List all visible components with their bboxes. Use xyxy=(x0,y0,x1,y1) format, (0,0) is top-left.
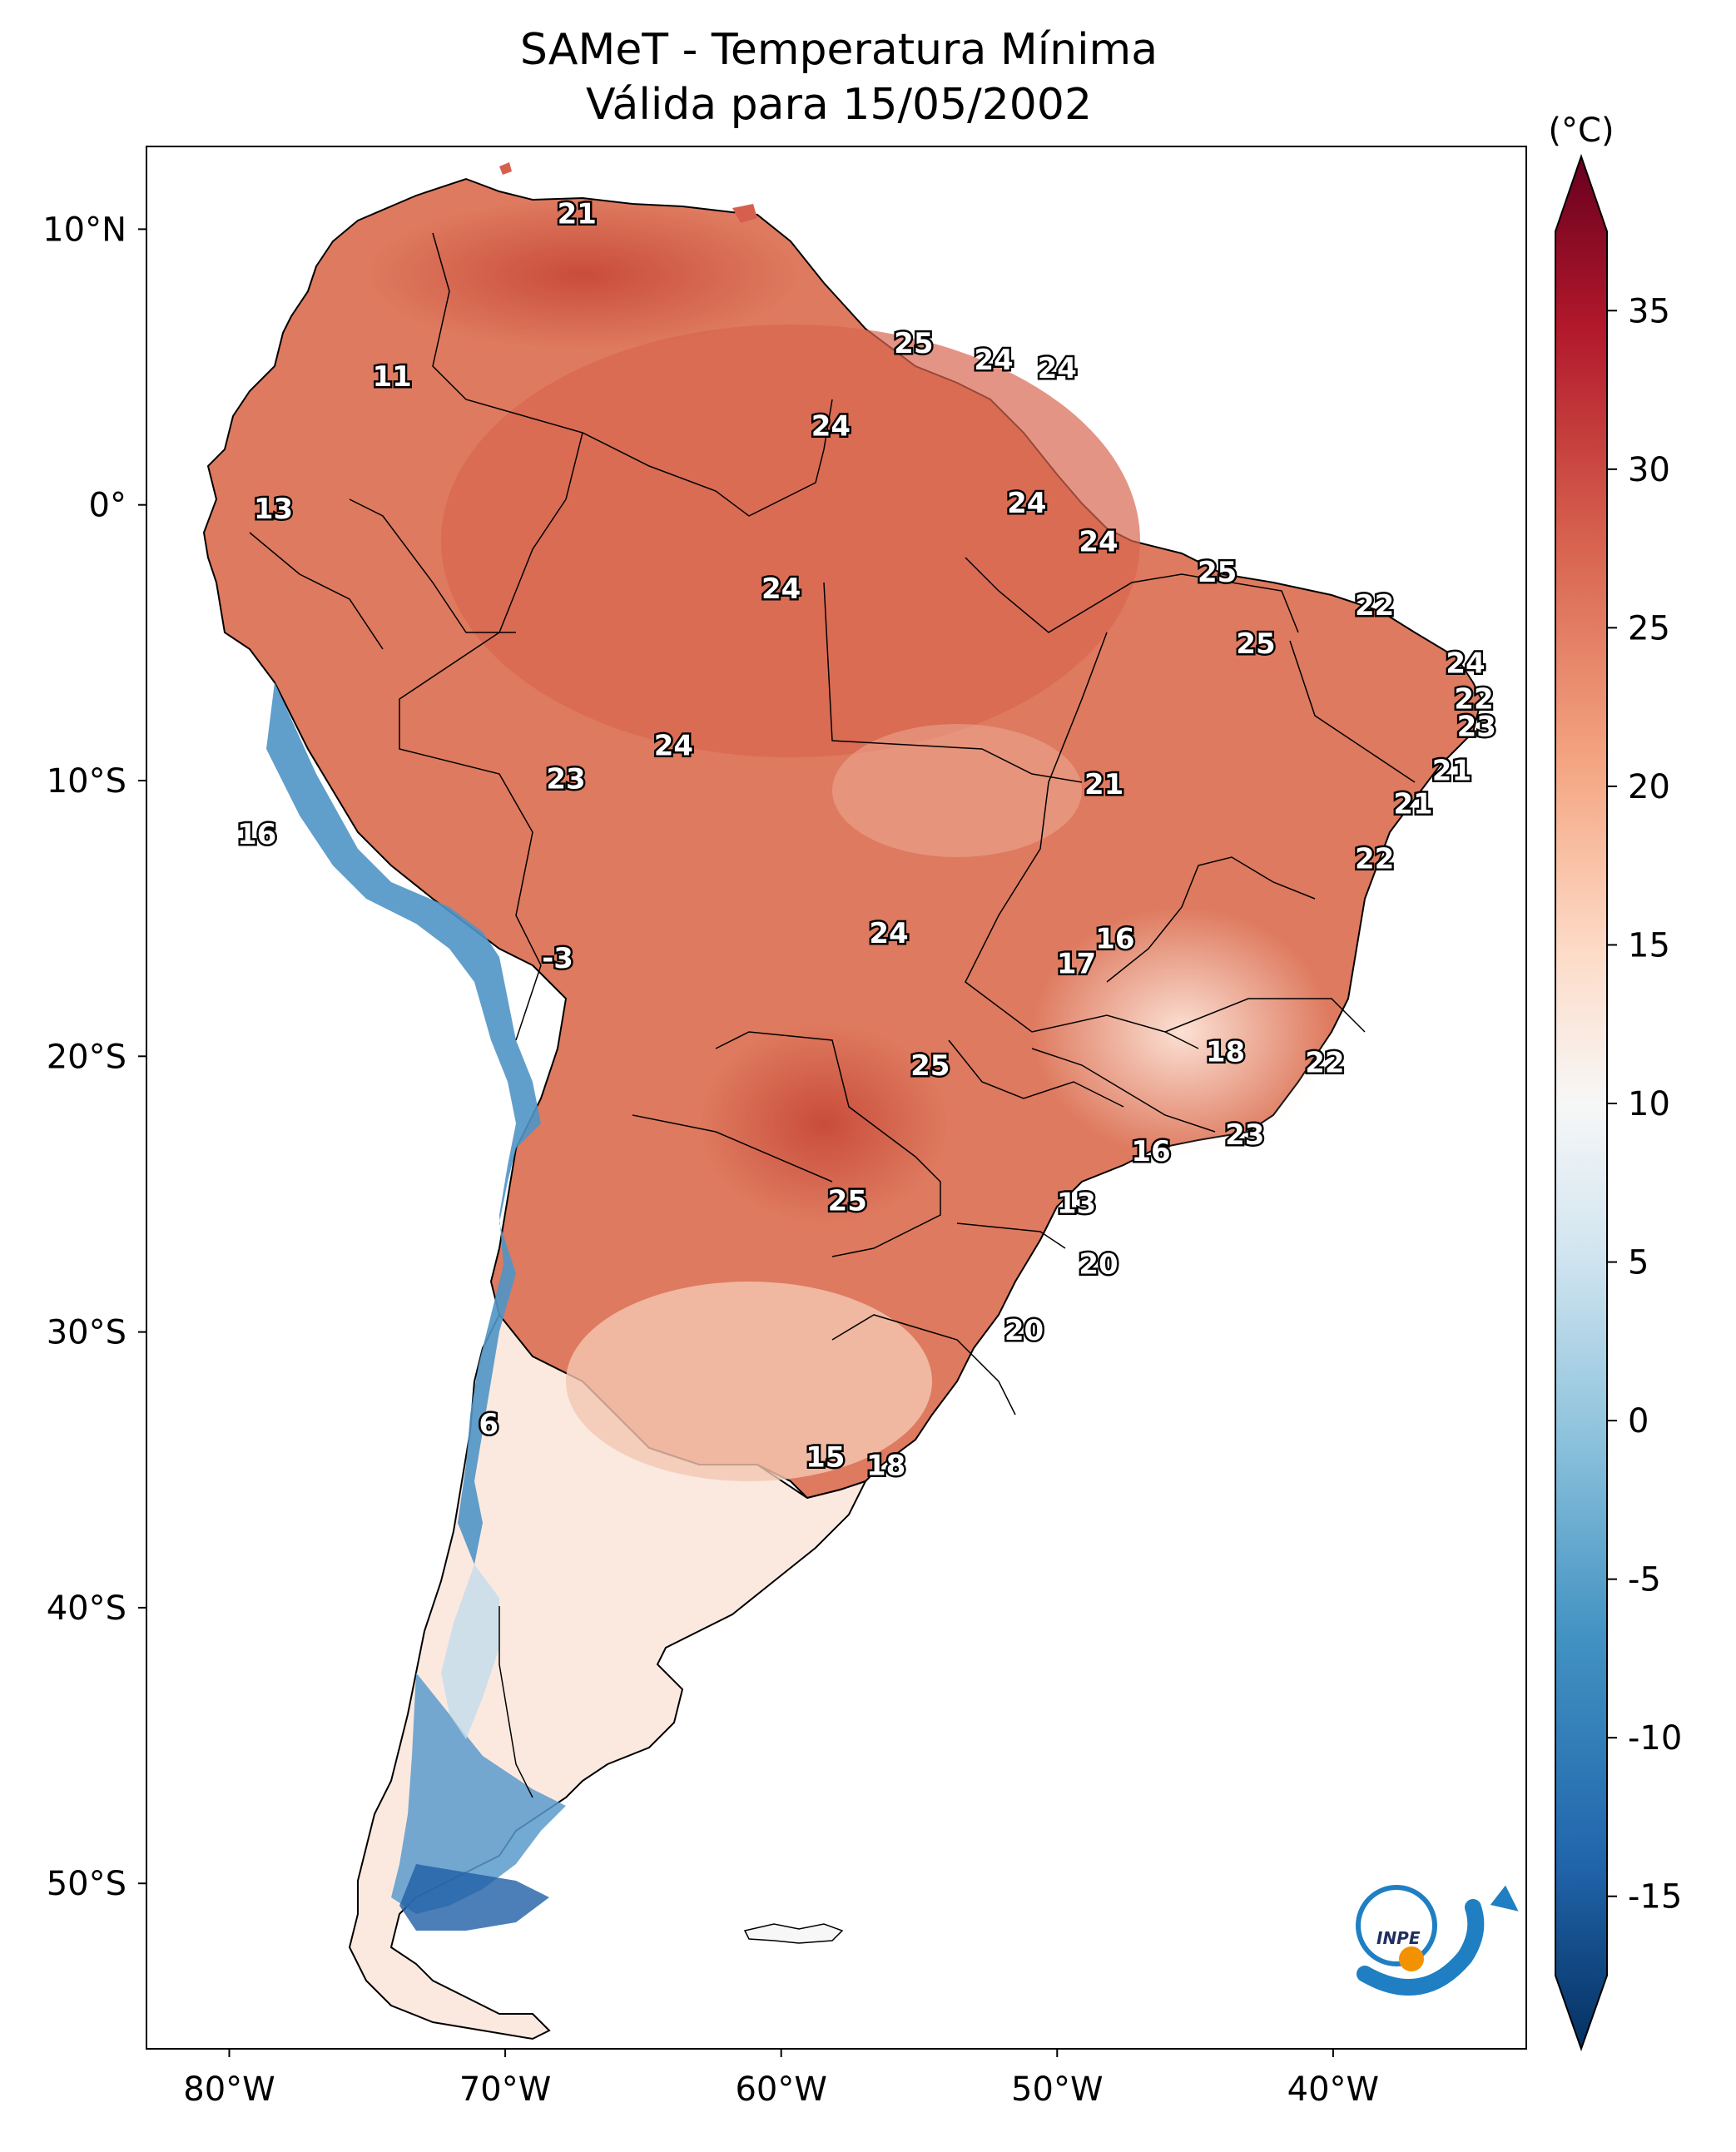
country-borders xyxy=(249,232,1416,1798)
colorbar-tick-label: 20 xyxy=(1628,768,1670,806)
city-temperature-label: 25 xyxy=(910,1049,950,1083)
lat-tick-label: 20°S xyxy=(47,1038,126,1076)
lat-tick-label: 10°S xyxy=(47,762,126,801)
city-temperature-label: 20 xyxy=(1079,1248,1118,1282)
city-temperature-label: 22 xyxy=(1454,682,1493,716)
city-temperature-label: 18 xyxy=(1206,1035,1245,1069)
city-temperature-label: 17 xyxy=(1057,947,1096,980)
latitude-axis: 10°N 0° 10°S 20°S 30°S 40°S 50°S xyxy=(42,211,146,1903)
city-temperature-label: 25 xyxy=(1236,627,1275,661)
city-temperature-label: 23 xyxy=(546,763,585,796)
city-temperature-label: 16 xyxy=(237,818,276,851)
mild-center xyxy=(832,724,1082,857)
cold-patagonia xyxy=(391,1673,566,1914)
colorbar-tick-label: -10 xyxy=(1628,1719,1682,1758)
city-temperature-label: 22 xyxy=(1355,589,1394,622)
map-frame xyxy=(146,146,1527,2050)
colorbar-tick-label: 15 xyxy=(1628,926,1670,964)
city-temperature-label: 11 xyxy=(372,360,411,394)
colorbar-tick-label: 25 xyxy=(1628,609,1670,647)
city-temperature-label: -3 xyxy=(542,942,573,975)
city-temperature-label: 24 xyxy=(974,344,1013,377)
warm-amazon xyxy=(441,325,1140,757)
city-temperature-label: 24 xyxy=(1007,487,1046,520)
city-temperature-label: 24 xyxy=(1038,352,1077,385)
colorbar-ticks: 35 30 25 20 15 10 5 0 -5 -10 -15 xyxy=(1607,292,1682,1916)
lat-tick-label: 0° xyxy=(89,487,126,525)
city-temperature-label: 24 xyxy=(811,409,851,443)
lat-tick-label: 40°S xyxy=(47,1589,126,1628)
city-temperature-label: 21 xyxy=(558,197,597,231)
city-temperature-label: 22 xyxy=(1305,1047,1344,1080)
cold-andes xyxy=(266,682,541,1564)
lon-tick-label: 40°W xyxy=(1287,2070,1379,2109)
city-temperature-label: 25 xyxy=(894,327,933,360)
colorbar-unit: (°C) xyxy=(1548,112,1614,150)
city-temperature-label: 24 xyxy=(869,917,908,950)
colorbar-tick-label: -5 xyxy=(1628,1561,1661,1599)
falkland-islands xyxy=(743,1923,844,1944)
mild-pampas xyxy=(566,1282,932,1481)
colorbar: 35 30 25 20 15 10 5 0 -5 -10 -15 (°C) xyxy=(1548,112,1682,2052)
chart-title: SAMeT - Temperatura Mínima xyxy=(519,25,1158,75)
city-temperature-label: 24 xyxy=(761,573,801,606)
colorbar-tick-label: -15 xyxy=(1628,1878,1682,1916)
lat-tick-label: 30°S xyxy=(47,1314,126,1352)
city-temperature-label: 20 xyxy=(1004,1314,1044,1347)
colorbar-tick-label: 10 xyxy=(1628,1085,1670,1123)
city-temperature-label: 21 xyxy=(1432,755,1471,788)
logo-dot xyxy=(1399,1946,1424,1971)
cool-southern-andes xyxy=(441,1564,499,1739)
longitude-axis: 80°W 70°W 60°W 50°W 40°W xyxy=(183,2049,1379,2109)
city-temperature-label: 22 xyxy=(1355,843,1394,876)
inpe-logo: INPE xyxy=(1356,1885,1519,1996)
city-temperature-label: 24 xyxy=(1446,647,1485,680)
logo-text: INPE xyxy=(1376,1928,1421,1948)
city-temperature-label: 25 xyxy=(1198,556,1237,589)
lon-tick-label: 50°W xyxy=(1011,2070,1103,2109)
city-temperature-label: 18 xyxy=(866,1449,905,1482)
logo-arrow xyxy=(1490,1885,1519,1912)
lon-tick-label: 80°W xyxy=(183,2070,275,2109)
chart-subtitle: Válida para 15/05/2002 xyxy=(585,80,1093,130)
city-temperature-label: 15 xyxy=(806,1441,845,1475)
mild-southeast xyxy=(1032,907,1332,1157)
city-temperature-label: 13 xyxy=(254,493,293,526)
city-temperature-label: 16 xyxy=(1095,923,1134,956)
colorbar-tick-label: 5 xyxy=(1628,1244,1649,1282)
temperature-field xyxy=(202,162,1483,2040)
warm-caribbean xyxy=(366,200,799,350)
lat-tick-label: 50°S xyxy=(47,1865,126,1903)
city-temperature-label: 25 xyxy=(828,1184,867,1217)
colorbar-tick-label: 35 xyxy=(1628,292,1670,330)
city-temperature-label: 23 xyxy=(1225,1118,1264,1152)
lat-tick-label: 10°N xyxy=(42,211,126,249)
city-temperature-label: 6 xyxy=(479,1408,498,1441)
city-temperature-label: 13 xyxy=(1057,1188,1096,1221)
logo-swoosh xyxy=(1357,1899,1485,1996)
colorbar-tick-label: 0 xyxy=(1628,1402,1649,1440)
city-temperature-label: 21 xyxy=(1084,768,1123,801)
colorbar-ramp xyxy=(1555,153,1608,2052)
city-temperature-label: 23 xyxy=(1457,711,1496,744)
lon-tick-label: 60°W xyxy=(735,2070,826,2109)
lon-tick-label: 70°W xyxy=(459,2070,551,2109)
cold-patagonia-deep xyxy=(399,1864,549,1931)
city-temperature-label: 24 xyxy=(1079,526,1118,559)
city-temperature-label: 21 xyxy=(1393,787,1432,821)
city-temperature-label: 24 xyxy=(654,730,693,763)
colorbar-tick-label: 30 xyxy=(1628,451,1670,489)
warm-paraguay xyxy=(699,1024,949,1223)
logo-ring xyxy=(1356,1885,1437,1966)
city-temperature-label: 16 xyxy=(1131,1135,1170,1168)
